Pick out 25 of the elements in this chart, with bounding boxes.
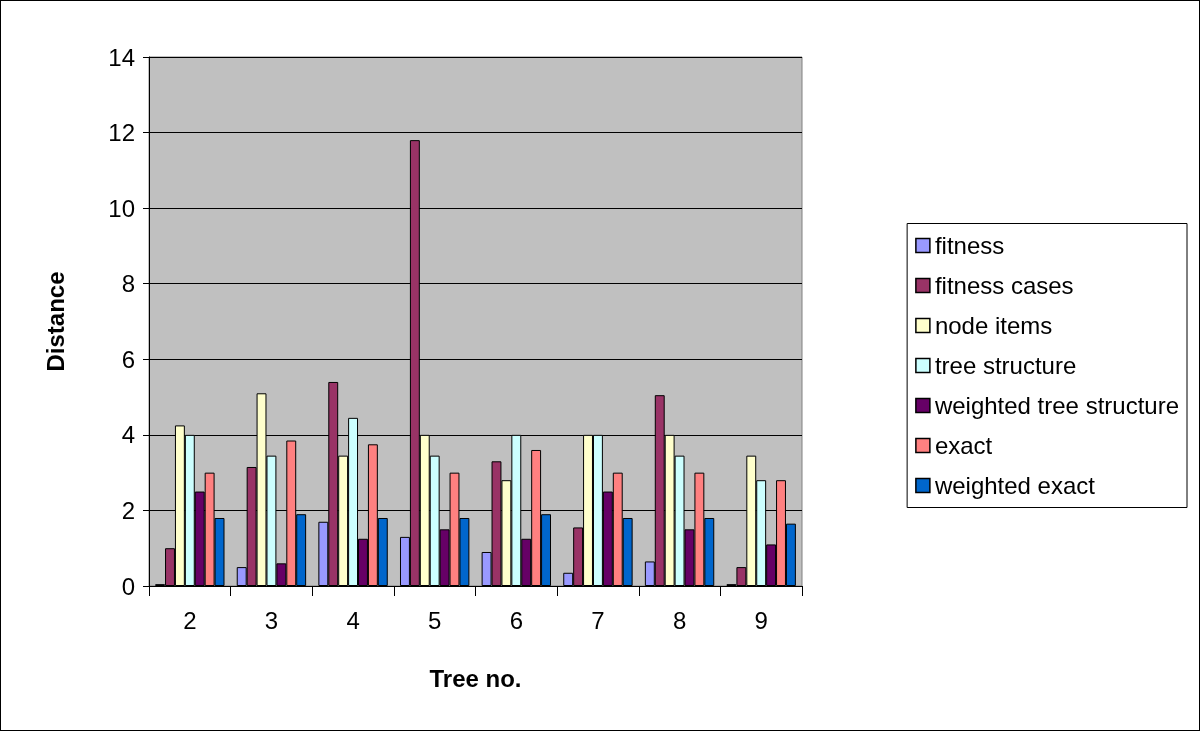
- x-tick-label: 7: [591, 606, 605, 634]
- x-tick-label: 2: [183, 606, 197, 634]
- y-tick-label: 4: [121, 421, 135, 449]
- y-tick-label: 2: [121, 496, 135, 524]
- y-tick-label: 8: [121, 270, 135, 298]
- legend-label: weighted exact: [933, 472, 1096, 499]
- x-tick-label: 8: [672, 606, 687, 634]
- legend-label: exact: [934, 432, 993, 459]
- legend-label: fitness: [934, 232, 1005, 259]
- legend-label: fitness cases: [934, 272, 1074, 299]
- legend-label: weighted tree structure: [933, 392, 1179, 419]
- legend-label: tree structure: [934, 352, 1077, 379]
- x-axis-title: Tree no.: [429, 664, 522, 692]
- legend-label: node items: [934, 312, 1053, 339]
- x-tick-label: 9: [754, 606, 768, 634]
- x-tick-label: 6: [509, 606, 523, 634]
- x-tick-label: 3: [264, 606, 279, 634]
- y-axis-title: Distance: [41, 271, 69, 372]
- y-tick-label: 14: [108, 43, 135, 71]
- y-tick-label: 12: [108, 119, 135, 147]
- y-tick-label: 6: [121, 345, 135, 373]
- x-tick-label: 5: [428, 606, 442, 634]
- y-tick-label: 10: [108, 194, 135, 222]
- x-tick-label: 4: [346, 606, 360, 634]
- y-tick-label: 0: [121, 572, 135, 600]
